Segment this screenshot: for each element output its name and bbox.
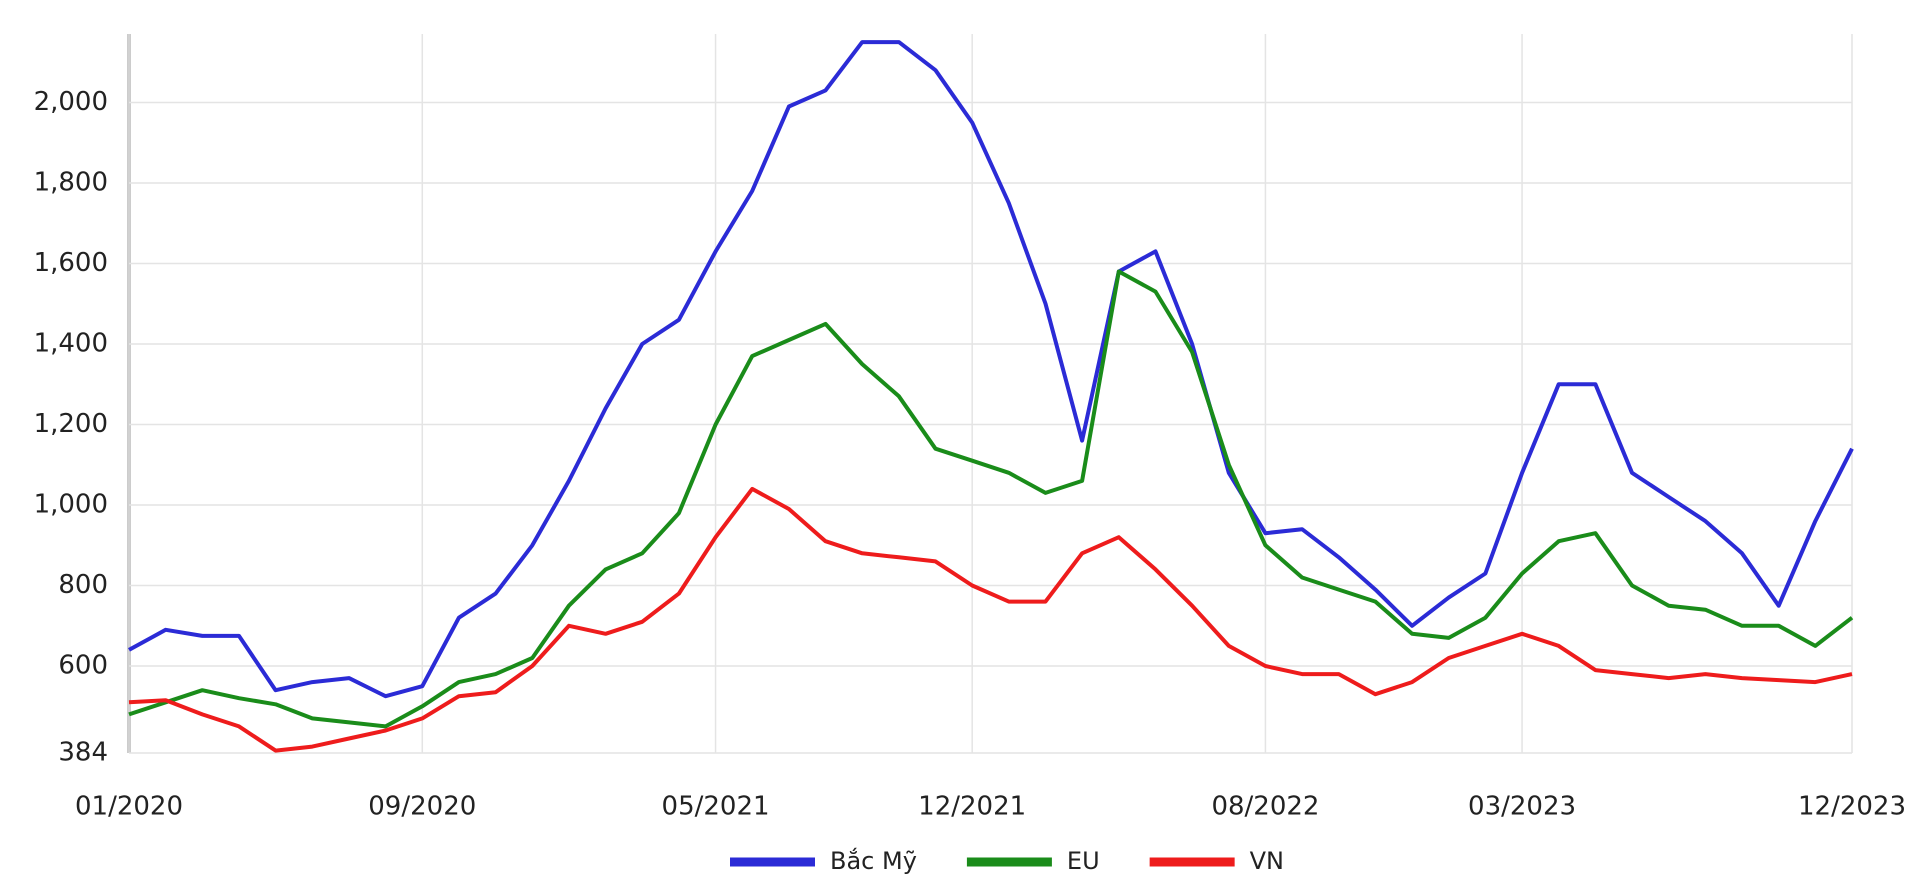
x-tick-label: 08/2022 (1211, 792, 1319, 822)
y-tick-label: 384 (58, 738, 108, 768)
y-tick-label: 1,400 (34, 328, 108, 358)
legend-label: Bắc Mỹ (830, 846, 917, 875)
grid (128, 34, 1853, 754)
x-tick-label: 01/2020 (75, 792, 183, 822)
y-tick-label: 2,000 (34, 87, 108, 117)
y-tick-label: 1,200 (34, 409, 108, 439)
y-tick-label: 1,600 (34, 248, 108, 278)
x-tick-label: 09/2020 (368, 792, 476, 822)
y-tick-label: 800 (58, 570, 108, 600)
series-line (128, 269, 1854, 729)
y-tick-label: 600 (58, 651, 108, 681)
legend: Bắc Mỹ EU VN (730, 846, 1284, 875)
x-tick-label: 03/2023 (1468, 792, 1576, 822)
x-tick-label: 12/2023 (1798, 792, 1906, 822)
series-line (128, 486, 1853, 753)
y-tick-label: 1,800 (34, 167, 108, 197)
y-tick-label: 1,000 (34, 490, 108, 520)
legend-label: EU (1067, 847, 1100, 875)
x-tick-label: 05/2021 (662, 792, 770, 822)
legend-label: VN (1250, 847, 1284, 875)
x-tick-label: 12/2021 (918, 792, 1026, 822)
series-line (128, 40, 1854, 699)
